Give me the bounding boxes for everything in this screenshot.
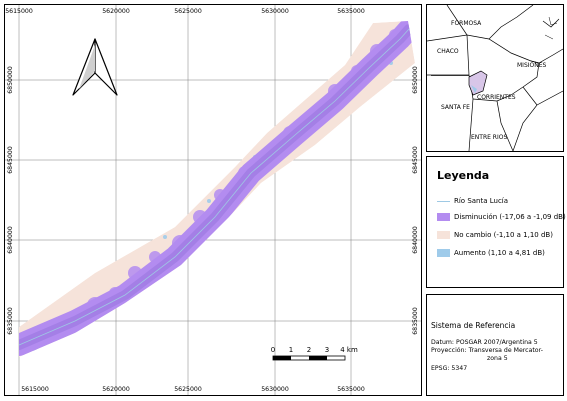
y-tick-left-1: 6850000 [7,66,14,94]
study-area-polygon [468,70,488,96]
reference-datum: Datum: POSGAR 2007/Argentina 5 [431,339,538,346]
province-boundaries [427,5,563,151]
legend-item-no-cambio: No cambio (-1,10 a 1,10 dB) [437,231,553,239]
scale-label-2: 2 [307,346,311,354]
reference-system-title: Sistema de Referencia [431,321,516,330]
x-tick-top-2: 5620000 [102,8,130,15]
legend-label-river: Río Santa Lucía [454,197,509,205]
reference-system-panel: Sistema de Referencia Datum: POSGAR 2007… [426,294,564,396]
inset-label-entre-rios: ENTRE RIOS [471,134,507,141]
y-tick-left-2: 6845000 [7,146,14,174]
y-tick-left-3: 6840000 [7,226,14,254]
scale-label-1: 1 [289,346,293,354]
legend-label-aumento: Aumento (1,10 a 4,81 dB) [454,249,545,257]
scale-label-4: 4 km [340,346,358,354]
inset-label-misiones: MISIONES [517,62,547,69]
legend-title: Leyenda [437,169,490,182]
graticule [5,5,421,395]
reference-projection-line1: Proyección: Transversa de Mercator- [431,347,543,354]
scale-label-0: 0 [271,346,275,354]
x-tick-bottom-1: 5615000 [21,386,49,393]
y-tick-right-4: 6835000 [412,307,419,335]
legend-swatch-river [437,200,450,202]
inset-label-formosa: FORMOSA [451,20,482,27]
inset-map-canvas: FORMOSA CHACO MISIONES CORRIENTES SANTA … [427,5,563,151]
legend-panel: Leyenda Río Santa Lucía Disminución (-17… [426,156,566,288]
x-tick-top-1: 5615000 [5,8,33,15]
north-arrow-icon [72,38,118,96]
river-santa-lucia-line [18,28,410,346]
y-tick-right-2: 6845000 [412,146,419,174]
scale-label-3: 3 [325,346,329,354]
legend-swatch-aumento [437,249,450,257]
y-tick-right-3: 6840000 [412,226,419,254]
reference-projection-line2: zona 5 [487,355,508,362]
main-map: 5615000 5620000 5625000 5630000 5635000 … [4,4,422,396]
legend-label-no-cambio: No cambio (-1,10 a 1,10 dB) [454,231,553,239]
legend-swatch-no-cambio [437,231,450,239]
legend-swatch-disminucion [437,213,450,221]
x-tick-bottom-5: 5635000 [337,386,365,393]
inset-location-map: FORMOSA CHACO MISIONES CORRIENTES SANTA … [426,4,564,152]
y-tick-right-1: 6850000 [412,66,419,94]
inset-label-chaco: CHACO [437,48,459,55]
scale-bar: 0 1 2 3 4 km [271,346,358,361]
y-tick-left-4: 6835000 [7,307,14,335]
x-tick-top-5: 5635000 [337,8,365,15]
main-map-canvas: 5615000 5620000 5625000 5630000 5635000 … [5,5,421,395]
x-tick-bottom-4: 5630000 [261,386,289,393]
x-tick-bottom-2: 5620000 [102,386,130,393]
x-tick-bottom-3: 5625000 [174,386,202,393]
legend-label-disminucion: Disminución (-17,06 a -1,09 dB) [454,213,566,221]
legend-item-aumento: Aumento (1,10 a 4,81 dB) [437,249,545,257]
x-tick-top-3: 5625000 [174,8,202,15]
reference-epsg: EPSG: 5347 [431,365,468,372]
river-corridor-raster [19,21,415,357]
inset-label-corrientes: CORRIENTES [477,94,516,101]
legend-item-river: Río Santa Lucía [437,197,508,205]
x-tick-top-4: 5630000 [261,8,289,15]
legend-item-disminucion: Disminución (-17,06 a -1,09 dB) [437,213,566,221]
inset-label-santa-fe: SANTA FE [441,104,470,111]
